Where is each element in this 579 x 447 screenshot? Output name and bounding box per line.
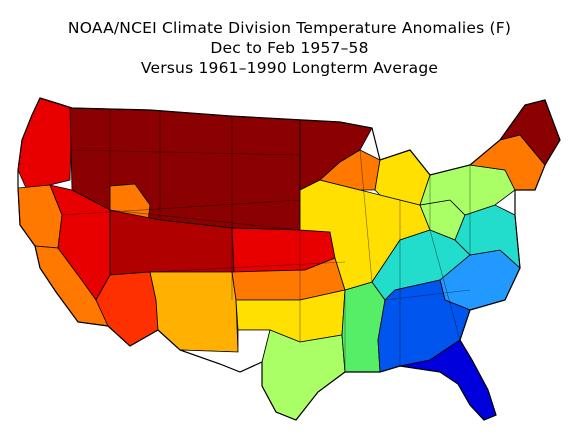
region-lower-mississippi (341, 281, 386, 373)
region-gulf-coast-texas (261, 329, 346, 421)
climate-regions-layer (17, 97, 561, 421)
title-line-3: Versus 1961–1990 Longterm Average (140, 59, 439, 77)
region-new-mexico (149, 271, 239, 353)
title-line-2: Dec to Feb 1957–58 (210, 39, 369, 57)
map-title: NOAA/NCEI Climate Division Temperature A… (0, 18, 579, 78)
state-boundary-line (109, 209, 301, 231)
state-boundary-line (429, 229, 461, 341)
state-boundary-line (359, 149, 373, 283)
title-line-1: NOAA/NCEI Climate Division Temperature A… (67, 19, 512, 37)
us-outline (17, 97, 561, 421)
climate-division-boundaries (61, 110, 471, 372)
state-boundary-line (71, 149, 301, 156)
region-pacific-northwest (17, 97, 73, 189)
state-boundary-line (61, 199, 301, 216)
state-boundary-line (149, 261, 346, 273)
state-boundary-line (384, 289, 471, 301)
